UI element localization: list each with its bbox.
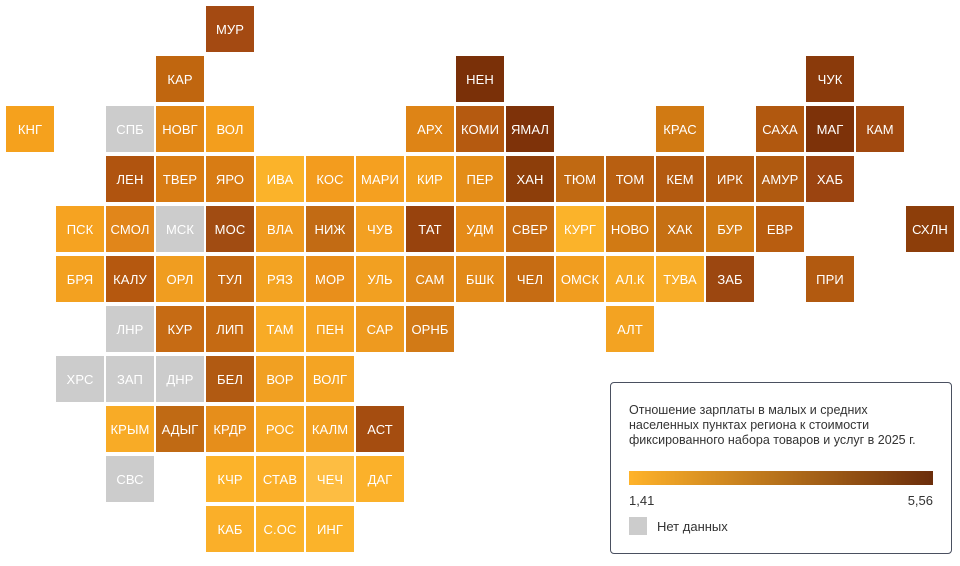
region-tile: МАГ (806, 106, 854, 152)
no-data-swatch (629, 517, 647, 535)
region-tile: СВЕР (506, 206, 554, 252)
region-tile: ТВЕР (156, 156, 204, 202)
region-tile: ПСК (56, 206, 104, 252)
region-tile: КЕМ (656, 156, 704, 202)
region-tile: САР (356, 306, 404, 352)
region-tile: ЯРО (206, 156, 254, 202)
region-tile: МОС (206, 206, 254, 252)
region-tile: ДНР (156, 356, 204, 402)
region-tile: КАБ (206, 506, 254, 552)
region-tile: С.ОС (256, 506, 304, 552)
region-tile: ПЕН (306, 306, 354, 352)
region-tile: КЧР (206, 456, 254, 502)
legend-title: Отношение зарплаты в малых и средних нас… (629, 403, 916, 447)
region-tile: КУР (156, 306, 204, 352)
region-tile: САХА (756, 106, 804, 152)
region-tile: ЗАБ (706, 256, 754, 302)
region-tile: СХЛН (906, 206, 954, 252)
region-tile: ОМСК (556, 256, 604, 302)
region-tile: ТАТ (406, 206, 454, 252)
region-tile: КРЫМ (106, 406, 154, 452)
region-tile: САМ (406, 256, 454, 302)
region-tile: ТУЛ (206, 256, 254, 302)
region-tile: ЧУВ (356, 206, 404, 252)
region-tile: АДЫГ (156, 406, 204, 452)
region-tile: БРЯ (56, 256, 104, 302)
region-tile: ЧЕЧ (306, 456, 354, 502)
region-tile: ХРС (56, 356, 104, 402)
region-tile: МАРИ (356, 156, 404, 202)
region-tile: КОС (306, 156, 354, 202)
region-tile: ТУВА (656, 256, 704, 302)
region-tile: КРАС (656, 106, 704, 152)
region-tile: ТЮМ (556, 156, 604, 202)
region-tile: ИРК (706, 156, 754, 202)
region-tile: ДАГ (356, 456, 404, 502)
region-tile: ЛИП (206, 306, 254, 352)
region-tile: КНГ (6, 106, 54, 152)
region-tile: РОС (256, 406, 304, 452)
no-data-label: Нет данных (657, 519, 728, 534)
region-tile: МОР (306, 256, 354, 302)
legend-min-label: 1,41 (629, 493, 655, 508)
region-tile: УДМ (456, 206, 504, 252)
region-tile: КАР (156, 56, 204, 102)
region-tile: ВЛА (256, 206, 304, 252)
region-tile: ЗАП (106, 356, 154, 402)
region-tile: КАМ (856, 106, 904, 152)
region-tile: ОРНБ (406, 306, 454, 352)
region-tile: КУРГ (556, 206, 604, 252)
region-tile: ЧУК (806, 56, 854, 102)
region-tile: БЕЛ (206, 356, 254, 402)
region-tile: ЛНР (106, 306, 154, 352)
region-tile: НОВГ (156, 106, 204, 152)
region-tile: ЧЕЛ (506, 256, 554, 302)
region-tile: ХАН (506, 156, 554, 202)
region-tile: НОВО (606, 206, 654, 252)
region-tile: МСК (156, 206, 204, 252)
region-tile: АМУР (756, 156, 804, 202)
region-tile: ВОЛГ (306, 356, 354, 402)
region-tile: НИЖ (306, 206, 354, 252)
region-tile: АСТ (356, 406, 404, 452)
region-tile: ВОЛ (206, 106, 254, 152)
region-tile: КИР (406, 156, 454, 202)
region-tile: БУР (706, 206, 754, 252)
legend-max-label: 5,56 (907, 493, 933, 508)
region-tile: ПЕР (456, 156, 504, 202)
region-tile: СТАВ (256, 456, 304, 502)
region-tile: СМОЛ (106, 206, 154, 252)
region-tile: НЕН (456, 56, 504, 102)
region-tile: ТАМ (256, 306, 304, 352)
region-tile: КАЛУ (106, 256, 154, 302)
region-tile: АРХ (406, 106, 454, 152)
region-tile: ХАК (656, 206, 704, 252)
region-tile: ЕВР (756, 206, 804, 252)
region-tile: ЯМАЛ (506, 106, 554, 152)
legend-box: Отношение зарплаты в малых и средних нас… (610, 382, 952, 554)
region-tile: ВОР (256, 356, 304, 402)
region-tile: РЯЗ (256, 256, 304, 302)
region-tile: ОРЛ (156, 256, 204, 302)
region-tile: ТОМ (606, 156, 654, 202)
region-tile: СПБ (106, 106, 154, 152)
region-tile: УЛЬ (356, 256, 404, 302)
region-tile: СВС (106, 456, 154, 502)
legend-gradient-bar (629, 471, 933, 485)
region-tile: ХАБ (806, 156, 854, 202)
region-tile: ПРИ (806, 256, 854, 302)
region-tile: АЛТ (606, 306, 654, 352)
region-tile: БШК (456, 256, 504, 302)
region-tile: КРДР (206, 406, 254, 452)
region-tile: ИВА (256, 156, 304, 202)
region-tile: ЛЕН (106, 156, 154, 202)
region-tile: КОМИ (456, 106, 504, 152)
region-tile: КАЛМ (306, 406, 354, 452)
region-tile: ИНГ (306, 506, 354, 552)
region-tile: МУР (206, 6, 254, 52)
region-tile: АЛ.К (606, 256, 654, 302)
